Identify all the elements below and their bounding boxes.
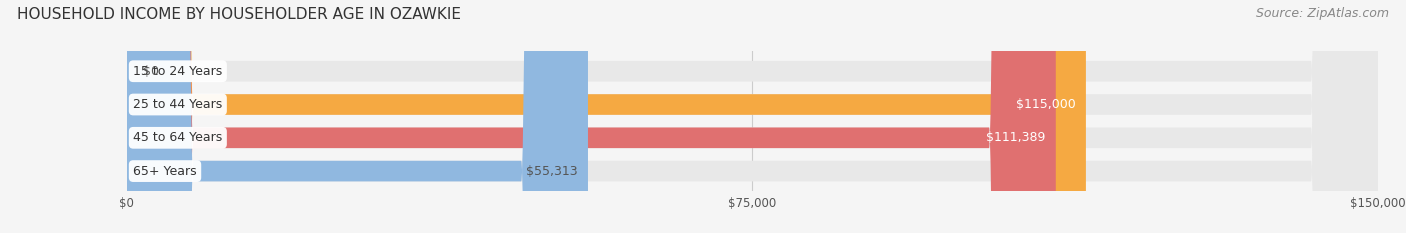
Text: 15 to 24 Years: 15 to 24 Years: [134, 65, 222, 78]
Text: 25 to 44 Years: 25 to 44 Years: [134, 98, 222, 111]
FancyBboxPatch shape: [127, 0, 1056, 233]
FancyBboxPatch shape: [127, 0, 1378, 233]
Text: $115,000: $115,000: [1017, 98, 1076, 111]
Text: $0: $0: [143, 65, 159, 78]
FancyBboxPatch shape: [127, 0, 1085, 233]
Text: $111,389: $111,389: [987, 131, 1046, 144]
Text: HOUSEHOLD INCOME BY HOUSEHOLDER AGE IN OZAWKIE: HOUSEHOLD INCOME BY HOUSEHOLDER AGE IN O…: [17, 7, 461, 22]
Text: $55,313: $55,313: [526, 164, 578, 178]
FancyBboxPatch shape: [127, 0, 588, 233]
FancyBboxPatch shape: [127, 0, 1378, 233]
Text: 45 to 64 Years: 45 to 64 Years: [134, 131, 222, 144]
Text: 65+ Years: 65+ Years: [134, 164, 197, 178]
FancyBboxPatch shape: [127, 0, 1378, 233]
Text: Source: ZipAtlas.com: Source: ZipAtlas.com: [1256, 7, 1389, 20]
FancyBboxPatch shape: [127, 0, 1378, 233]
